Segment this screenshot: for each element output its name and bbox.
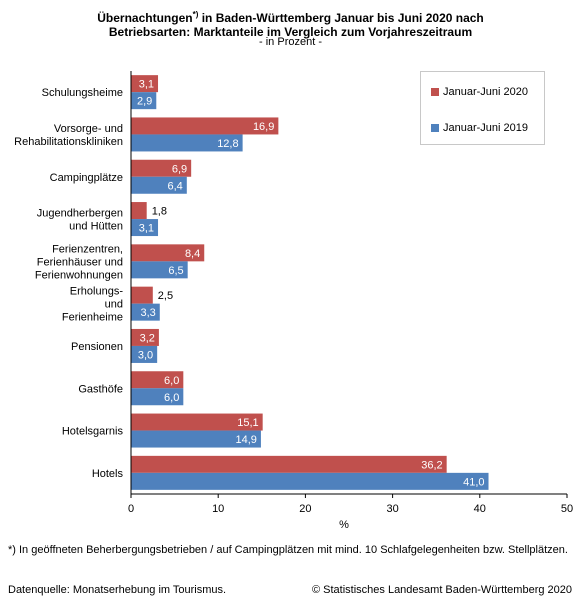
legend-item-2020: Januar-Juni 2020 bbox=[431, 86, 528, 98]
bar-label-2020-0: 3,1 bbox=[139, 79, 154, 91]
x-tick-label-0: 0 bbox=[128, 503, 134, 515]
bar-2020-5 bbox=[131, 286, 153, 304]
bar-2020-1 bbox=[131, 117, 279, 135]
bar-label-2019-9: 41,0 bbox=[463, 476, 484, 488]
category-label-line: Pensionen bbox=[71, 341, 123, 353]
legend-label-2019: Januar-Juni 2019 bbox=[443, 122, 529, 134]
legend-swatch-2019 bbox=[431, 124, 439, 133]
x-tick-label-5: 50 bbox=[561, 503, 573, 515]
bar-2019-3 bbox=[131, 219, 159, 237]
bar-label-2019-4: 6,5 bbox=[168, 265, 183, 277]
bar-2019-7 bbox=[131, 388, 184, 406]
category-label-line: Vorsorge- und bbox=[54, 123, 123, 135]
category-label-line: Rehabilitationskliniken bbox=[14, 136, 123, 148]
bar-2019-9 bbox=[131, 472, 489, 490]
category-label-line: Ferienwohnungen bbox=[35, 269, 123, 281]
category-label-line: Jugendherbergen bbox=[37, 208, 123, 220]
bar-2019-5 bbox=[131, 303, 160, 321]
bar-label-2019-3: 3,1 bbox=[139, 223, 154, 235]
category-label-line: Campingplätze bbox=[50, 172, 123, 184]
x-axis-label: % bbox=[339, 519, 349, 531]
category-label-1: Vorsorge- und Rehabilitationskliniken bbox=[14, 123, 123, 148]
copyright: © Statistisches Landesamt Baden-Württemb… bbox=[311, 584, 572, 596]
title-line2: Betriebsarten: Marktanteile im Vergleich… bbox=[108, 25, 473, 39]
category-label-2: Campingplätze bbox=[50, 172, 123, 184]
x-tick-label-3: 30 bbox=[386, 503, 398, 515]
bar-2019-8 bbox=[131, 430, 261, 448]
title-line1: Übernachtungen bbox=[97, 11, 193, 25]
bar-2020-4 bbox=[131, 244, 205, 262]
x-tick-label-2: 20 bbox=[299, 503, 311, 515]
bar-2020-3 bbox=[131, 202, 147, 220]
title-footnote-mark: *) bbox=[192, 10, 199, 19]
category-label-0: Schulungsheime bbox=[42, 87, 123, 99]
data-source: Datenquelle: Monatserhebung im Tourismus… bbox=[8, 584, 227, 596]
category-label-line: und bbox=[105, 299, 123, 311]
category-label-4: Ferienzentren, Ferienhäuser und Ferienwohn… bbox=[35, 243, 123, 281]
bar-label-2020-4: 8,4 bbox=[185, 248, 200, 260]
bar-label-2020-3: 1,8 bbox=[152, 206, 167, 218]
category-label-line: Ferienzentren, bbox=[52, 243, 123, 255]
bar-label-2019-5: 3,3 bbox=[140, 307, 155, 319]
bar-label-2020-7: 6,0 bbox=[164, 375, 179, 387]
category-label-3: Jugendherbergen und Hütten bbox=[37, 208, 123, 233]
bar-2019-6 bbox=[131, 345, 158, 363]
bar-2020-8 bbox=[131, 413, 263, 431]
bar-label-2019-1: 12,8 bbox=[217, 138, 238, 150]
bar-2019-1 bbox=[131, 134, 243, 152]
category-label-6: Pensionen bbox=[71, 341, 123, 353]
bar-label-2019-7: 6,0 bbox=[164, 392, 179, 404]
bar-label-2020-8: 15,1 bbox=[237, 417, 258, 429]
bar-2020-7 bbox=[131, 371, 184, 389]
category-label-line: und Hütten bbox=[69, 221, 123, 233]
category-label-line: Erholungs- bbox=[70, 286, 124, 298]
x-tick-label-4: 40 bbox=[474, 503, 486, 515]
category-label-7: Gasthöfe bbox=[78, 383, 123, 395]
bar-2019-2 bbox=[131, 176, 187, 194]
bar-label-2020-5: 2,5 bbox=[158, 290, 173, 302]
bar-2020-0 bbox=[131, 75, 159, 93]
category-label-line: Ferienhäuser und bbox=[37, 256, 123, 268]
legend-label-2020: Januar-Juni 2020 bbox=[443, 86, 529, 98]
legend-item-2019: Januar-Juni 2019 bbox=[431, 122, 528, 134]
bar-label-2020-1: 16,9 bbox=[253, 121, 274, 133]
chart-legend: Januar-Juni 2020 Januar-Juni 2019 bbox=[420, 71, 545, 145]
category-label-5: Erholungs-und Ferienheime bbox=[62, 286, 123, 324]
title-line1-rest: in Baden-Württemberg Januar bis Juni 202… bbox=[198, 11, 484, 25]
category-label-9: Hotels bbox=[92, 468, 124, 480]
bar-label-2019-8: 14,9 bbox=[236, 434, 257, 446]
category-label-line: Schulungsheime bbox=[42, 87, 123, 99]
bar-2020-9 bbox=[131, 455, 447, 473]
category-label-8: Hotelsgarnis bbox=[62, 426, 124, 438]
legend-swatch-2020 bbox=[431, 88, 439, 97]
bar-2020-6 bbox=[131, 328, 159, 346]
bar-label-2020-6: 3,2 bbox=[140, 332, 155, 344]
bar-2020-2 bbox=[131, 159, 192, 177]
category-label-line: Hotels bbox=[92, 468, 124, 480]
chart-subtitle: - in Prozent - bbox=[259, 36, 322, 48]
bar-label-2020-9: 36,2 bbox=[421, 459, 442, 471]
footnote: *) In geöffneten Beherbergungsbetrieben … bbox=[8, 544, 568, 556]
category-label-line: Gasthöfe bbox=[78, 383, 123, 395]
x-tick-label-1: 10 bbox=[212, 503, 224, 515]
bar-2019-0 bbox=[131, 92, 157, 110]
bar-label-2019-6: 3,0 bbox=[138, 349, 153, 361]
category-label-line: Ferienheime bbox=[62, 312, 123, 324]
chart-title: Übernachtungen*) in Baden-Württemberg Ja… bbox=[0, 8, 581, 39]
bar-label-2020-2: 6,9 bbox=[172, 163, 187, 175]
bar-2019-4 bbox=[131, 261, 188, 279]
bar-label-2019-2: 6,4 bbox=[168, 180, 183, 192]
category-label-line: Hotelsgarnis bbox=[62, 426, 124, 438]
bar-label-2019-0: 2,9 bbox=[137, 96, 152, 108]
